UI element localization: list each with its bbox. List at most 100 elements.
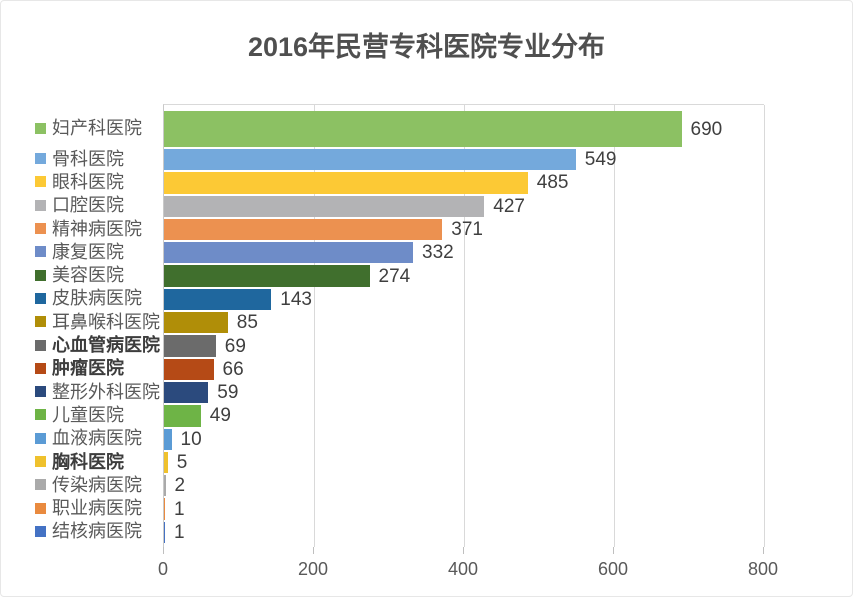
bar-value-label: 371 [451,219,483,241]
bar [164,111,682,147]
bar-value-label: 1 [174,521,185,543]
legend-item: 耳鼻喉科医院 [1,310,163,333]
category-label: 职业病医院 [52,498,142,519]
axis-tick [313,547,314,554]
bar-value-label: 549 [584,149,617,171]
bar-row: 10 [164,428,764,451]
bar-row: 59 [164,381,764,404]
bar [164,475,166,497]
legend-item: 心血管病医院 [1,333,163,356]
category-label: 美容医院 [52,265,124,286]
bar-value-label: 485 [536,172,569,194]
bar-row: 427 [164,195,764,218]
legend-item: 职业病医院 [1,496,163,519]
category-label: 口腔医院 [52,195,124,216]
bar-row: 690 [164,110,764,148]
bar-value-label: 10 [180,428,202,450]
legend-item: 骨科医院 [1,147,163,170]
legend-item: 眼科医院 [1,170,163,193]
bar-value-label: 59 [217,382,239,404]
gridline-400 [464,105,465,547]
bar-value-label: 69 [224,335,246,357]
bar-row: 85 [164,311,764,334]
bar-value-label: 143 [280,288,312,310]
bar [164,451,168,474]
axis-tick-label: 600 [597,559,629,579]
bar-row: 485 [164,171,764,194]
legend-item: 传染病医院 [1,473,163,496]
bar-row: 5 [164,451,764,474]
bar-value-label: 1 [174,498,185,520]
bar [164,381,209,404]
bar-row: 274 [164,264,764,287]
category-label: 心血管病医院 [52,335,160,356]
legend-swatch-icon [35,339,46,351]
bar-row: 332 [164,241,764,264]
legend-swatch-icon [35,223,46,235]
category-label: 骨科医院 [52,148,124,169]
legend-swatch-icon [35,432,46,444]
legend-item: 结核病医院 [1,520,163,543]
bar-row: 66 [164,358,764,381]
legend-swatch-icon [35,525,46,537]
axis-tick [613,547,614,554]
legend-item: 精神病医院 [1,217,163,240]
legend-item: 美容医院 [1,263,163,286]
category-label: 妇产科医院 [52,118,142,138]
legend-item: 康复医院 [1,240,163,263]
bar-row: 49 [164,404,764,427]
bar [164,405,201,427]
category-label: 眼科医院 [52,171,124,192]
bar [164,428,172,450]
bar [164,265,370,287]
bar [164,498,165,520]
category-label: 皮肤病医院 [52,288,142,309]
legend-swatch-icon [35,386,46,398]
bar-value-label: 690 [690,118,723,140]
axis-tick-label: 800 [747,559,779,579]
legend-swatch-icon [35,176,46,188]
bar-value-label: 2 [174,475,186,497]
bar-row: 371 [164,218,764,241]
gridline-600 [614,105,615,547]
legend-swatch-icon [35,122,46,134]
legend-swatch-icon [35,153,46,165]
category-label: 肿瘤医院 [52,358,124,379]
gridline-800 [764,105,765,547]
bar-value-label: 49 [209,405,231,427]
legend-swatch-icon [35,292,46,304]
legend-swatch-icon [35,502,46,514]
axis-tick-label: 0 [157,559,169,579]
plot-area: 690 549 485 427 371 332 274 143 85 69 66 59 49 10 5 2 1 1 [163,104,765,547]
bar [164,312,228,334]
bar [164,521,165,544]
bar-value-label: 5 [176,452,188,473]
bar-value-label: 274 [378,265,411,287]
bar [164,172,528,194]
bar [164,149,576,171]
legend-swatch-icon [35,316,46,328]
bar-row: 143 [164,288,764,311]
legend-item: 口腔医院 [1,194,163,217]
bar-value-label: 66 [222,358,244,380]
chart-title: 2016年民营专科医院专业分布 [247,32,606,62]
category-label: 结核病医院 [52,521,142,542]
category-label: 胸科医院 [52,451,124,472]
legend-swatch-icon [35,199,46,211]
category-label: 儿童医院 [52,404,124,425]
category-labels: 妇产科医院骨科医院 眼科医院口腔医院 精神病医院 康复医院美容医院 皮肤病医院 耳鼻喉科医… [1,109,163,543]
bar-row: 549 [164,148,764,171]
legend-swatch-icon [35,246,46,258]
category-label: 康复医院 [52,241,124,262]
legend-item: 妇产科医院 [1,109,163,147]
legend-swatch-icon [35,362,46,374]
category-label: 血液病医院 [52,428,142,449]
legend-item: 整形外科医院 [1,380,163,403]
x-axis: 0 200 400 600 800 [158,547,778,587]
legend-swatch-icon [35,409,46,421]
axis-tick [463,547,464,554]
gridline-200 [314,105,315,547]
legend-swatch-icon [35,456,46,467]
bar-value-label: 85 [236,312,258,334]
legend-item: 肿瘤医院 [1,357,163,380]
